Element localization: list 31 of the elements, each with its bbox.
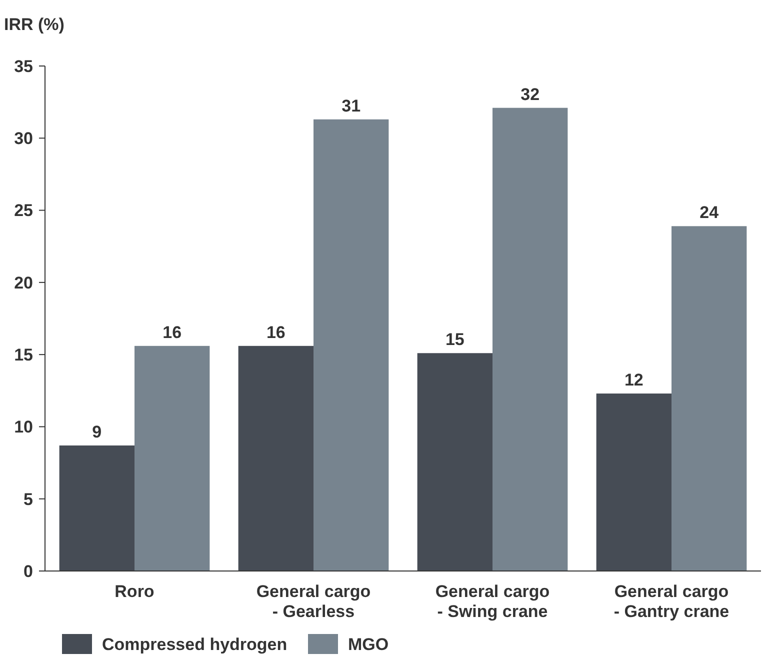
bar [314,119,389,571]
data-label: 15 [445,330,464,350]
y-axis-title: IRR (%) [4,15,64,34]
bar [672,226,747,571]
y-tick-label: 30 [14,129,33,148]
x-tick-label: General cargo - Gantry crane [614,582,730,621]
y-tick-label: 0 [24,562,33,581]
legend-label: MGO [348,634,389,654]
x-tick-label: General cargo - Swing crane [435,582,550,621]
data-label: 12 [624,370,644,390]
bar [59,445,134,571]
data-label: 16 [266,322,286,342]
bar [134,346,210,571]
y-tick-label: 20 [14,273,33,292]
y-tick-label: 25 [14,201,33,220]
x-tick-label: Roro [114,582,154,601]
data-label: 16 [162,322,182,342]
data-label: 9 [92,422,102,442]
bar [417,353,492,571]
data-label: 24 [700,203,720,222]
y-tick-label: 15 [14,346,33,365]
y-tick-label: 35 [14,56,33,76]
legend-label: Compressed hydrogen [102,634,288,654]
bar [492,108,568,571]
y-tick-label: 10 [14,418,33,437]
data-label: 32 [520,84,540,104]
y-tick-label: 5 [24,490,33,509]
x-tick-label: General cargo - Gearless [256,582,371,621]
data-label: 31 [342,96,361,116]
bar [596,394,672,571]
bar [238,346,314,571]
